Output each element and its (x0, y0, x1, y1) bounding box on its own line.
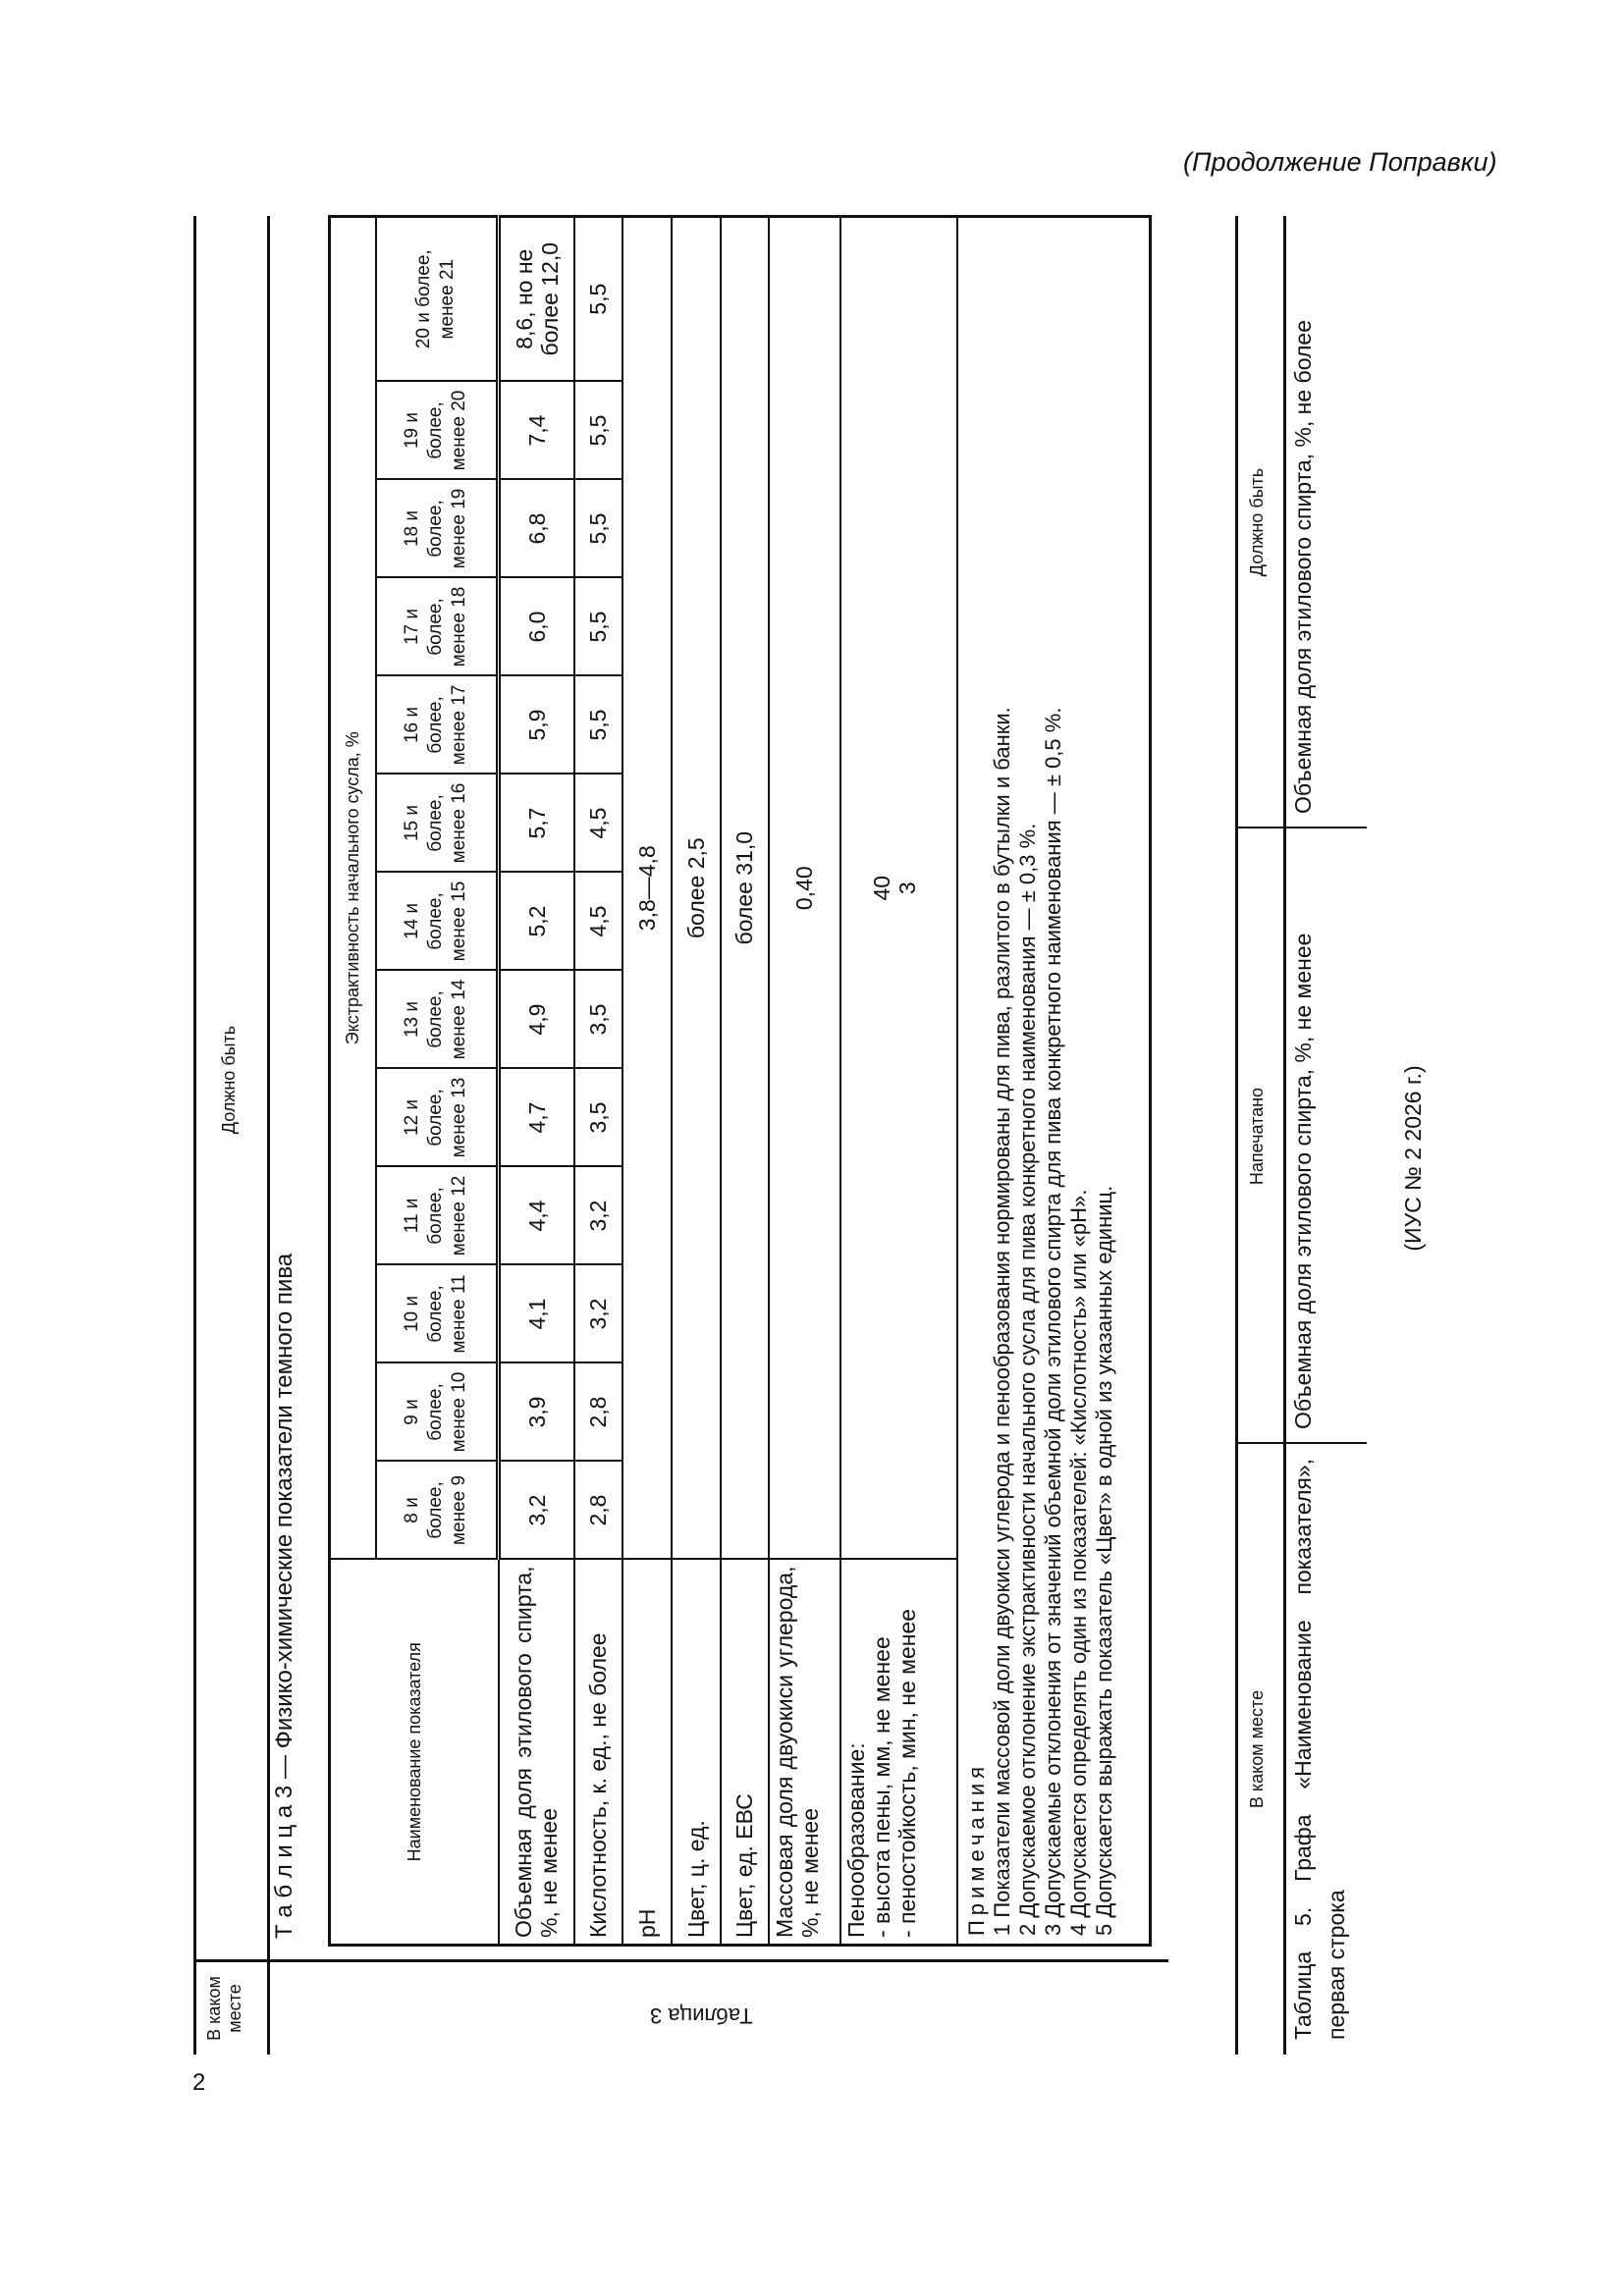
note-item: 1 Показатели массовой доли двуокиси угле… (989, 707, 1014, 1936)
extract-column-header: 11 и более, менее 12 (375, 1166, 499, 1265)
table-row: Объемная доля этилового спирта, %, не ме… (498, 216, 574, 1946)
table5-line (1235, 216, 1238, 2055)
issue-reference: (ИУС № 2 2026 г.) (1400, 1065, 1426, 1252)
extract-column-header: 16 и более, менее 17 (375, 675, 499, 774)
page-number: 2 (192, 2069, 206, 2096)
note-item: 3 Допускаемые отклонения от значений объ… (1040, 707, 1065, 1936)
where-header: В каком месте (204, 1976, 244, 2041)
indicator-value: 3,9 (498, 1362, 574, 1462)
frame-line (267, 216, 270, 2055)
foam-values: 40 3 (839, 216, 957, 1560)
extract-column-header: 19 и более, менее 20 (375, 381, 499, 480)
table-row-foam: Пенообразование: - высота пены, мм, не ме… (839, 216, 957, 1946)
table5-should-be-value: Объемная доля этилового спирта, %, не бо… (1290, 319, 1316, 814)
indicator-value-merged: более 31,0 (720, 216, 769, 1560)
table5-header-should-be: Должно быть (1247, 467, 1267, 577)
indicator-value: 3,5 (573, 1068, 623, 1167)
note-item: 2 Допускаемое отклонение экстрактивности… (1014, 823, 1040, 1936)
indicator-name: pH (622, 1559, 672, 1946)
indicator-value: 5,5 (573, 675, 623, 774)
foam-value: 40 (868, 875, 894, 901)
table5-printed-value: Объемная доля этилового спирта, %, не ме… (1290, 933, 1316, 1429)
extract-column-header: 14 и более, менее 15 (375, 872, 499, 971)
extract-column-header: 8 и более, менее 9 (375, 1461, 499, 1560)
extract-column-header: 9 и более, менее 10 (375, 1362, 499, 1462)
table5-header-printed: Напечатано (1247, 1087, 1267, 1186)
indicator-value: 5,5 (573, 577, 623, 676)
indicator-name: Цвет, ед. ЕВС (720, 1559, 769, 1946)
indicator-value-merged: более 2,5 (671, 216, 721, 1560)
extract-column-header: 15 и более, менее 16 (375, 774, 499, 873)
table5-where-value: Таблица 5. Графа «Наименование показател… (1290, 1459, 1349, 2040)
indicator-value: 5,5 (573, 381, 623, 480)
indicator-name: Объемная доля этилового спирта, %, не ме… (498, 1559, 574, 1946)
extract-column-header: 12 и более, менее 13 (375, 1068, 499, 1167)
indicator-value: 2,8 (573, 1362, 623, 1462)
indicator-value-merged: 3,8—4,8 (622, 216, 672, 1560)
indicator-value: 2,8 (573, 1461, 623, 1560)
indicator-value: 4,9 (498, 970, 574, 1069)
indicator-name: Цвет, ц. ед. (671, 1559, 721, 1946)
extract-column-header: 13 и более, менее 14 (375, 970, 499, 1069)
indicator-value: 4,7 (498, 1068, 574, 1167)
name-column-header: Наименование показателя (329, 1559, 499, 1946)
note-item: 5 Допускается выражать показатель «Цвет»… (1091, 1185, 1116, 1936)
indicator-value: 4,5 (573, 872, 623, 971)
extract-group-header: Экстрактивность начального сусла, % (329, 216, 376, 1560)
continuation-note: (Продолжение Поправки) (1183, 147, 1497, 177)
indicator-value: 3,2 (573, 1166, 623, 1265)
indicator-value: 5,2 (498, 872, 574, 971)
extract-column-header: 18 и более, менее 19 (375, 479, 499, 578)
table-row: pH 3,8—4,8 (622, 216, 672, 1946)
indicator-value: 5,5 (573, 479, 623, 578)
indicator-value: 5,9 (498, 675, 574, 774)
table3-title: Т а б л и ц а 3 — Физико-химические пока… (271, 1253, 298, 1939)
indicator-value: 5,5 (573, 216, 623, 382)
indicator-value: 4,4 (498, 1166, 574, 1265)
foam-label: Пенообразование: (842, 1742, 869, 1938)
indicator-value: 8,6, но не более 12,0 (498, 216, 574, 382)
indicator-name: Массовая доля двуокиси углерода, %, не м… (768, 1559, 840, 1946)
table3-header-row: Наименование показателя Экстрактивность н… (329, 216, 499, 1946)
table-row: Кислотность, к. ед., не более 2,8 2,8 3,2 3,… (573, 216, 623, 1946)
rotated-amendment-frame: В каком месте Должно быть Т а б л и ц а … (187, 206, 1434, 2061)
note-item: 4 Допускается определять один из показат… (1065, 1189, 1091, 1936)
table-row: Цвет, ц. ед. более 2,5 (671, 216, 721, 1946)
extract-column-header: 17 и более, менее 18 (375, 577, 499, 676)
indicator-value: 4,5 (573, 774, 623, 873)
table-row: Массовая доля двуокиси углерода, %, не м… (768, 216, 840, 1946)
frame-divider (193, 1959, 1168, 1962)
indicator-value: 6,0 (498, 577, 574, 676)
indicator-name: Кислотность, к. ед., не более (573, 1559, 623, 1946)
extract-column-header: 10 и более, менее 11 (375, 1264, 499, 1363)
extract-column-header: 20 и более, менее 21 (375, 216, 499, 382)
table3-notes: Примечания 1 Показатели массовой доли дву… (956, 216, 1151, 1946)
indicator-value: 4,1 (498, 1264, 574, 1363)
notes-title: Примечания (963, 1761, 989, 1936)
table5-header-where: В каком месте (1247, 1689, 1267, 1809)
table-row: Цвет, ед. ЕВС более 31,0 (720, 216, 769, 1946)
indicator-value: 7,4 (498, 381, 574, 480)
foam-value: 3 (893, 881, 920, 895)
frame-line (193, 216, 196, 2055)
table-row-notes: Примечания 1 Показатели массовой доли дву… (956, 216, 1151, 1946)
foam-sub-label: - пеностойкость, мин, не менее (893, 1608, 920, 1938)
foam-sub-label: - высота пены, мм, не менее (868, 1636, 894, 1938)
indicator-value: 3,2 (498, 1461, 574, 1560)
indicator-value: 6,8 (498, 479, 574, 578)
should-be-header: Должно быть (219, 1025, 239, 1135)
indicator-value-merged: 0,40 (768, 216, 840, 1560)
indicator-value: 3,2 (573, 1264, 623, 1363)
table3: Наименование показателя Экстрактивность н… (328, 214, 1152, 1947)
indicator-value: 3,5 (573, 970, 623, 1069)
indicator-name: Пенообразование: - высота пены, мм, не ме… (839, 1559, 957, 1946)
indicator-value: 5,7 (498, 774, 574, 873)
